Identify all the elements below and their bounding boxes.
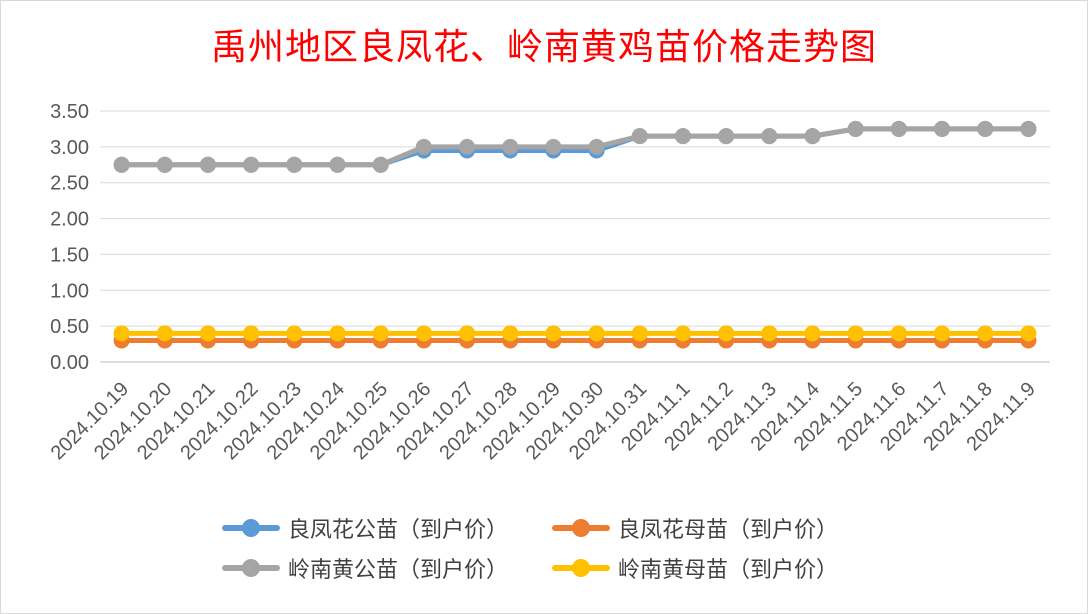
data-point (847, 325, 864, 342)
data-point (199, 325, 216, 342)
data-point (329, 156, 346, 173)
legend-label: 岭南黄母苗（到户价） (618, 558, 839, 583)
data-point (761, 325, 778, 342)
data-point (1020, 325, 1037, 342)
series-4 (113, 325, 1037, 342)
legend-marker (222, 554, 280, 582)
y-tick-label: 1.50 (50, 244, 89, 266)
data-point (934, 325, 951, 342)
data-point (156, 156, 173, 173)
data-point (286, 325, 303, 342)
legend-marker (552, 554, 610, 582)
data-point (674, 325, 691, 342)
data-point (588, 325, 605, 342)
data-point (459, 325, 476, 342)
y-tick-label: 3.00 (50, 137, 89, 159)
legend-label: 良凤花母苗（到户价） (618, 518, 839, 543)
data-point (502, 325, 519, 342)
data-point (631, 325, 648, 342)
y-tick-label: 3.50 (50, 101, 89, 123)
data-point (199, 156, 216, 173)
data-point (588, 138, 605, 155)
data-point (502, 138, 519, 155)
data-point (1020, 120, 1037, 137)
data-point (372, 156, 389, 173)
chart-title: 禹州地区良凤花、岭南黄鸡苗价格走势图 (210, 27, 877, 68)
data-point (934, 120, 951, 137)
y-axis-tick-labels: 0.00 0.50 1.00 1.50 2.00 2.50 3.00 3.50 (50, 101, 89, 374)
x-axis-tick-labels: 2024.10.192024.10.202024.10.212024.10.22… (47, 378, 1040, 464)
data-point (847, 120, 864, 137)
legend-marker (222, 514, 280, 542)
legend-label: 良凤花公苗（到户价） (288, 518, 509, 543)
data-point (977, 325, 994, 342)
data-point (113, 325, 130, 342)
legend-item-series-2: 良凤花母苗（到户价） (552, 514, 839, 543)
data-point (804, 325, 821, 342)
data-point (718, 128, 735, 145)
data-point (890, 325, 907, 342)
series-3 (113, 120, 1037, 173)
data-point (674, 128, 691, 145)
y-tick-label: 0.00 (50, 352, 89, 374)
data-point (545, 138, 562, 155)
data-point (718, 325, 735, 342)
data-point (329, 325, 346, 342)
data-point (459, 138, 476, 155)
data-point (286, 156, 303, 173)
series-line (119, 126, 1031, 168)
y-tick-label: 2.00 (50, 209, 89, 231)
data-point (113, 156, 130, 173)
data-point (761, 128, 778, 145)
legend: 良凤花公苗（到户价） 良凤花母苗（到户价） 岭南黄公苗（到户价） 岭南黄母苗（到… (222, 510, 922, 590)
legend-item-series-3: 岭南黄公苗（到户价） (222, 554, 509, 583)
data-point (415, 325, 432, 342)
data-point (372, 325, 389, 342)
data-point (977, 120, 994, 137)
y-tick-label: 0.50 (50, 316, 89, 338)
data-point (804, 128, 821, 145)
data-point (631, 128, 648, 145)
legend-item-series-1: 良凤花公苗（到户价） (222, 514, 509, 543)
legend-marker (552, 514, 610, 542)
data-point (243, 156, 260, 173)
data-point (890, 120, 907, 137)
legend-label: 岭南黄公苗（到户价） (288, 558, 509, 583)
data-point (545, 325, 562, 342)
y-tick-label: 2.50 (50, 173, 89, 195)
y-tick-label: 1.00 (50, 280, 89, 302)
series-lines (113, 120, 1037, 349)
data-point (415, 138, 432, 155)
data-point (243, 325, 260, 342)
legend-item-series-4: 岭南黄母苗（到户价） (552, 554, 839, 583)
data-point (156, 325, 173, 342)
